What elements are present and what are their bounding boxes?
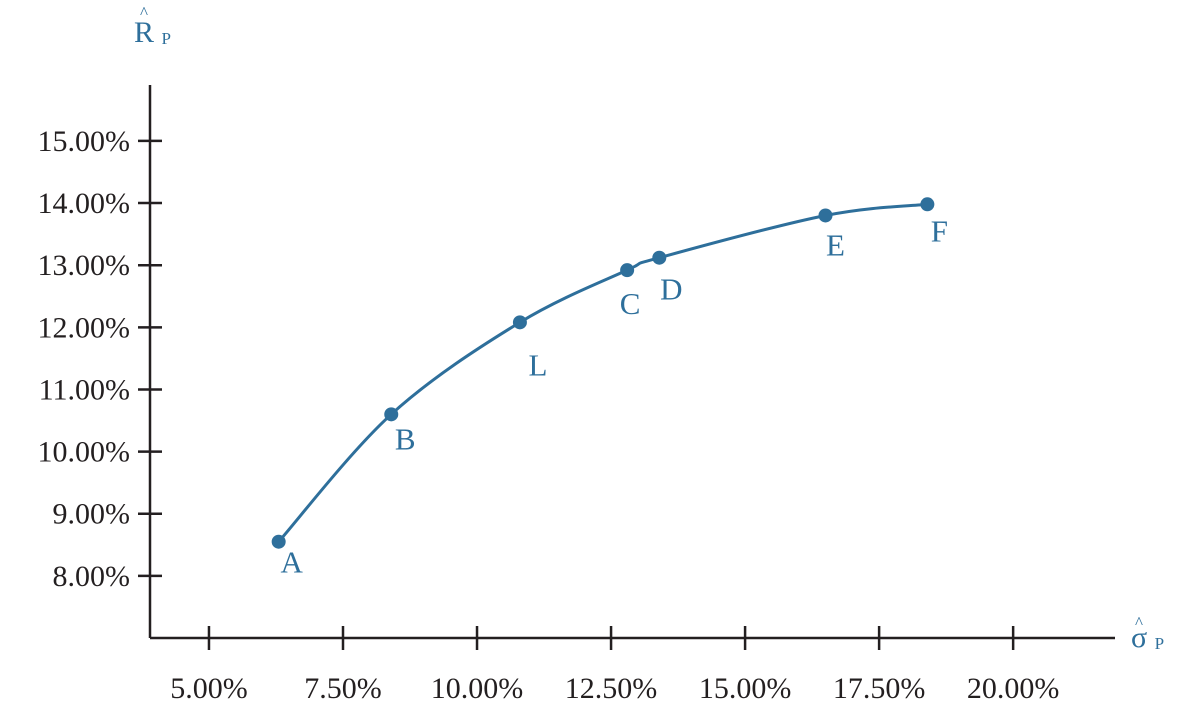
point-label-c: C xyxy=(620,286,641,321)
x-tick-label: 20.00% xyxy=(967,672,1060,705)
y-ticks: 8.00% 9.00% 10.00% 11.00% 12.00% 13.00% 14.00%… xyxy=(38,125,162,593)
data-point-d xyxy=(652,250,667,265)
y-axis-title-subscript: P xyxy=(162,29,171,48)
y-tick-label: 13.00% xyxy=(38,249,131,282)
x-tick-label: 15.00% xyxy=(699,672,792,705)
data-point-c xyxy=(620,263,635,278)
x-tick-label: 5.00% xyxy=(170,672,248,705)
point-label-l: L xyxy=(528,347,547,382)
data-point-a xyxy=(271,534,286,549)
x-axis-title: σ P xyxy=(1131,621,1164,654)
point-label-a: A xyxy=(280,545,303,580)
data-point-b xyxy=(384,407,399,422)
y-tick-label: 8.00% xyxy=(53,560,131,593)
y-tick-label: 12.00% xyxy=(38,311,131,344)
point-label-e: E xyxy=(826,227,845,262)
x-tick-label: 7.50% xyxy=(304,672,382,705)
axes xyxy=(148,85,1115,640)
x-axis-title-hat: ^ xyxy=(1135,613,1143,632)
data-point-l xyxy=(512,315,527,330)
x-axis-title-subscript: P xyxy=(1155,634,1164,653)
y-tick-label: 15.00% xyxy=(38,125,131,158)
x-tick-label: 10.00% xyxy=(431,672,524,705)
x-axis-title-letter: σ xyxy=(1131,621,1147,654)
point-label-d: D xyxy=(660,272,682,307)
y-tick-label: 10.00% xyxy=(38,436,131,469)
point-label-f: F xyxy=(931,213,948,248)
y-axis-title-hat: ^ xyxy=(140,3,148,22)
y-axis-title-letter: R xyxy=(134,16,154,49)
point-label-b: B xyxy=(395,421,416,456)
x-tick-label: 17.50% xyxy=(833,672,926,705)
x-tick-label: 12.50% xyxy=(565,672,658,705)
y-tick-label: 14.00% xyxy=(38,187,131,220)
data-point-e xyxy=(818,208,833,223)
x-ticks: 5.00% 7.50% 10.00% 12.50% 15.00% 17.50% 20.00% xyxy=(170,626,1059,705)
data-points: A B L C D E F xyxy=(271,197,948,580)
data-point-f xyxy=(920,197,935,212)
y-axis-title: R P xyxy=(134,16,171,49)
y-tick-label: 9.00% xyxy=(53,498,131,531)
y-tick-label: 11.00% xyxy=(39,373,130,406)
